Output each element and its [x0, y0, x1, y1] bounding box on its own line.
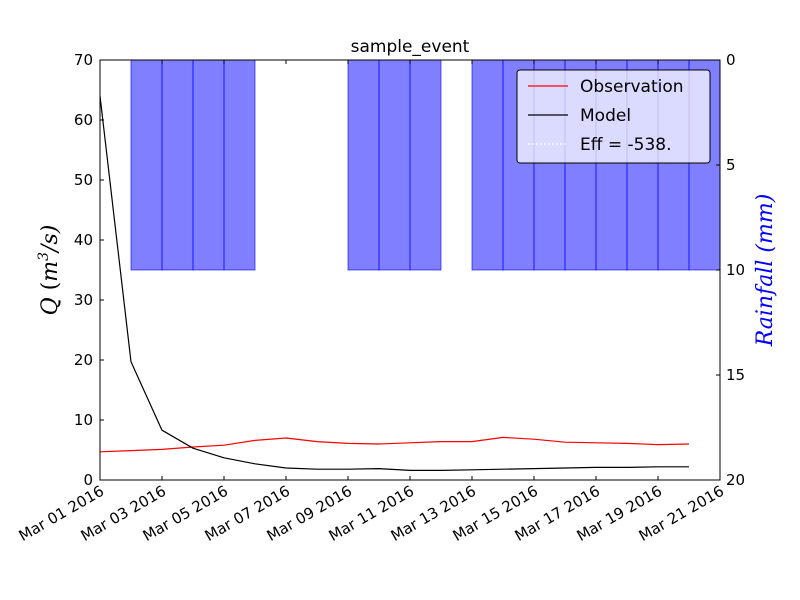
rainfall-bar-2016-03-03: [161, 59, 194, 271]
legend-label-model: Model: [580, 106, 631, 126]
y-left-label-exponent: 3: [36, 252, 52, 261]
y-left-label-unit: m: [38, 261, 63, 282]
rainfall-bar-2016-03-13: [471, 59, 504, 271]
rainfall-bar-2016-03-02: [130, 59, 163, 271]
rainfall-bar-2016-03-05: [223, 59, 256, 271]
legend-label-efficiency: Eff = -538.: [580, 135, 672, 155]
y-left-label-base: Q: [38, 297, 63, 315]
y-tick-label: 40: [74, 231, 93, 249]
legend: Observation Model Eff = -538.: [516, 69, 711, 164]
y2-tick-label: 20: [726, 471, 745, 489]
y-tick-label: 0: [83, 471, 93, 489]
rainfall-bar-2016-03-11: [409, 59, 442, 271]
rainfall-bar-2016-03-10: [378, 59, 411, 271]
y-axis-left-label: Q (m3/s): [36, 225, 63, 316]
chart-title: sample_event: [351, 37, 470, 57]
y-tick-label: 30: [74, 291, 93, 309]
y-tick-label: 50: [74, 171, 93, 189]
y2-tick-label: 0: [726, 51, 736, 69]
series-lines: [99, 95, 690, 471]
y-tick-label: 70: [74, 51, 93, 69]
y-tick-label: 10: [74, 411, 93, 429]
y-axis-right-label: Rainfall (mm): [753, 194, 778, 348]
legend-label-observation: Observation: [580, 77, 684, 97]
y2-tick-label: 10: [726, 261, 745, 279]
y-axis-left: 0 10 20 30 40 50 60 70: [74, 51, 104, 489]
y-left-label-open: (: [38, 282, 63, 298]
y-tick-label: 60: [74, 111, 93, 129]
y2-tick-label: 5: [726, 156, 736, 174]
rainfall-bar-2016-03-09: [347, 59, 380, 271]
legend-box: [516, 69, 711, 164]
series-line-model: [99, 95, 689, 471]
rainfall-bar-2016-03-04: [192, 59, 225, 271]
y-tick-label: 20: [74, 351, 93, 369]
y-axis-right: 0 5 10 15 20: [716, 51, 745, 489]
y-left-label-tail: /s): [38, 225, 63, 254]
series-line-observation: [99, 436, 690, 453]
y2-tick-label: 15: [726, 366, 745, 384]
